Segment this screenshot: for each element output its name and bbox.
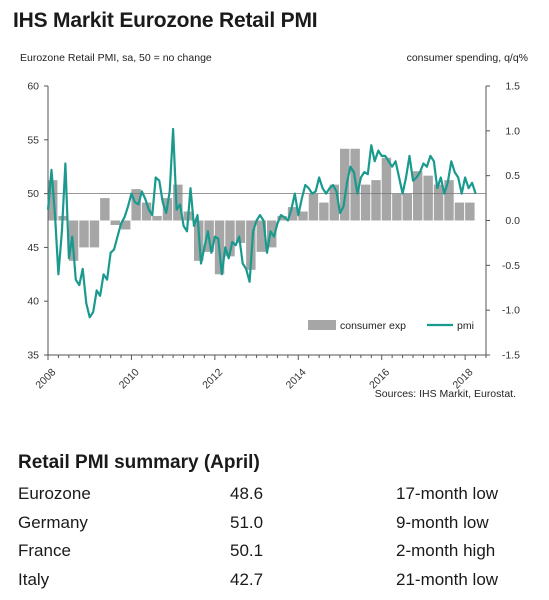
left-tick-label: 35 xyxy=(27,350,39,362)
summary-note: 17-month low xyxy=(396,484,499,504)
summary-value: 48.6 xyxy=(230,484,264,504)
right-tick-label: 0.0 xyxy=(505,215,520,227)
left-tick-label: 55 xyxy=(27,134,39,146)
bar xyxy=(381,157,392,221)
summary-note: 2-month high xyxy=(396,541,496,561)
summary-country: Eurozone xyxy=(18,484,91,504)
summary-value: 51.0 xyxy=(230,512,264,532)
sources-note: Sources: IHS Markit, Eurostat. xyxy=(374,388,516,400)
right-tick-label: -0.5 xyxy=(502,260,520,272)
right-tick-label: -1.0 xyxy=(502,305,520,317)
left-tick-label: 60 xyxy=(27,81,39,93)
left-tick-label: 40 xyxy=(27,296,39,308)
right-tick-label: 1.0 xyxy=(505,125,520,137)
bar xyxy=(131,189,141,221)
legend-label-consumer-exp: consumer exp xyxy=(340,320,406,332)
bar xyxy=(444,180,454,221)
chart-title: IHS Markit Eurozone Retail PMI xyxy=(13,9,318,32)
line-layer xyxy=(46,127,477,319)
x-tick-label: 2014 xyxy=(284,366,309,391)
summary-country: Italy xyxy=(18,569,50,589)
bar xyxy=(89,220,100,248)
right-tick-label: -1.5 xyxy=(502,350,520,362)
bar xyxy=(110,220,120,225)
left-tick-label: 45 xyxy=(27,242,39,254)
right-tick-label: 0.5 xyxy=(505,170,520,182)
legend-label-pmi: pmi xyxy=(457,320,474,332)
legend-swatch-consumer-exp xyxy=(308,320,336,330)
bar xyxy=(413,171,423,221)
chart-area: 35 40 45 50 55 60 -1.5 -1.0 -0.5 0.0 0.5 1.0 1.5 2008… xyxy=(27,81,520,392)
x-tick-label: 2012 xyxy=(200,366,225,391)
summary-country: Germany xyxy=(18,512,88,532)
summary-table: Eurozone 48.6 17-month low Germany 51.0 9-mon… xyxy=(18,480,538,594)
bar xyxy=(235,220,246,243)
bar xyxy=(79,220,89,248)
bar xyxy=(392,193,402,221)
summary-value: 50.1 xyxy=(230,541,264,561)
bar xyxy=(173,184,183,221)
bar xyxy=(423,175,433,221)
bar xyxy=(100,198,110,221)
summary-value: 42.7 xyxy=(230,569,264,589)
bar xyxy=(360,184,371,221)
bar xyxy=(319,202,329,221)
x-tick-label: 2008 xyxy=(33,366,58,391)
bar xyxy=(371,180,381,221)
bar xyxy=(152,216,162,221)
bar xyxy=(433,184,444,221)
pmi-line xyxy=(46,127,477,319)
bar xyxy=(225,220,235,257)
bar xyxy=(465,202,475,221)
bar xyxy=(141,202,152,221)
summary-note: 9-month low xyxy=(396,512,489,532)
chart-subtitle: Eurozone Retail PMI, sa, 50 = no change xyxy=(20,52,212,64)
bar xyxy=(48,180,58,221)
bar xyxy=(277,216,287,221)
bar xyxy=(454,202,465,221)
bar xyxy=(298,211,308,221)
bar xyxy=(256,220,266,252)
right-axis-label: consumer spending, q/q% xyxy=(406,52,528,64)
bar xyxy=(121,220,131,230)
bar xyxy=(402,193,412,221)
summary-row: Italy 42.7 21-month low xyxy=(18,566,538,595)
summary-row: France 50.1 2-month high xyxy=(18,537,538,566)
summary-row: Eurozone 48.6 17-month low xyxy=(18,480,538,509)
summary-title: Retail PMI summary (April) xyxy=(18,452,260,473)
summary-row: Germany 51.0 9-month low xyxy=(18,509,538,538)
summary-note: 21-month low xyxy=(396,569,499,589)
bar xyxy=(340,148,350,221)
summary-country: France xyxy=(18,541,71,561)
right-tick-label: 1.5 xyxy=(505,81,520,93)
bar xyxy=(287,207,298,221)
bar xyxy=(246,220,256,270)
left-tick-label: 50 xyxy=(27,188,39,200)
bar xyxy=(329,184,339,221)
bar xyxy=(308,193,319,221)
legend: consumer exp pmi xyxy=(308,320,474,332)
x-tick-label: 2010 xyxy=(117,366,142,391)
